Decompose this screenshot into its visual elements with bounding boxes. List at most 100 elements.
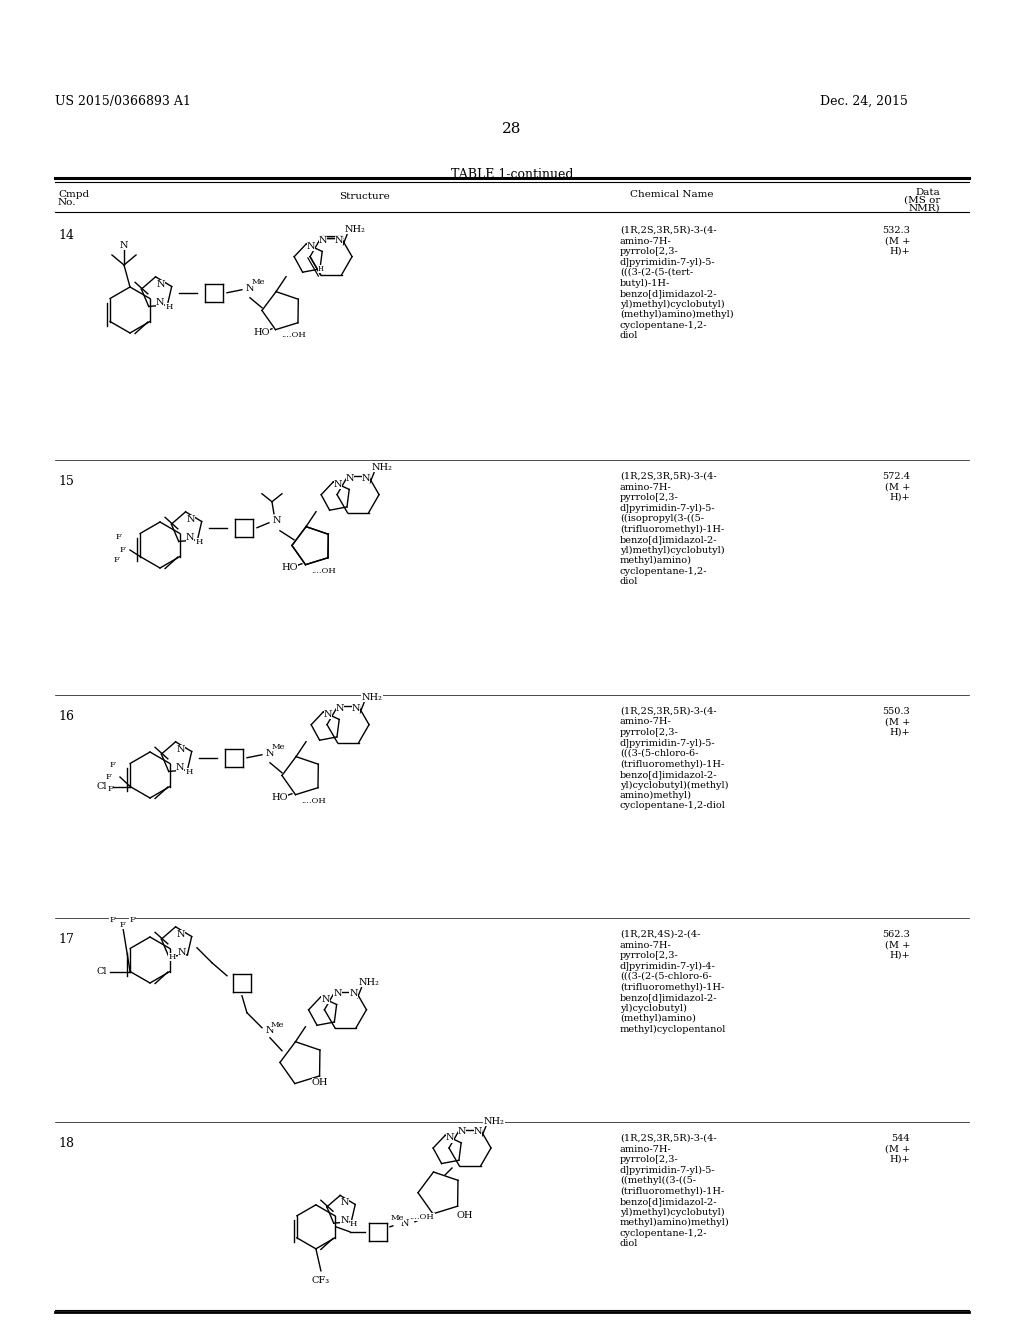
Text: NH₂: NH₂ <box>372 463 392 473</box>
Text: No.: No. <box>58 198 77 207</box>
Text: benzo[d]imidazol-2-: benzo[d]imidazol-2- <box>620 993 718 1002</box>
Text: diol: diol <box>620 331 638 341</box>
Text: ((isopropyl(3-((5-: ((isopropyl(3-((5- <box>620 513 705 523</box>
Text: 550.3: 550.3 <box>883 708 910 715</box>
Text: yl)methyl)cyclobutyl): yl)methyl)cyclobutyl) <box>620 1208 725 1217</box>
Text: NH₂: NH₂ <box>361 693 383 702</box>
Text: (M +: (M + <box>885 1144 910 1154</box>
Text: F: F <box>110 762 115 770</box>
Text: F: F <box>105 774 111 781</box>
Text: amino-7H-: amino-7H- <box>620 718 672 726</box>
Text: US 2015/0366893 A1: US 2015/0366893 A1 <box>55 95 190 108</box>
Text: benzo[d]imidazol-2-: benzo[d]imidazol-2- <box>620 535 718 544</box>
Text: OH: OH <box>311 1078 329 1088</box>
Text: N: N <box>322 995 330 1005</box>
Text: amino-7H-: amino-7H- <box>620 940 672 949</box>
Text: (trifluoromethyl)-1H-: (trifluoromethyl)-1H- <box>620 982 724 991</box>
Text: N: N <box>177 931 185 940</box>
Text: N: N <box>318 236 328 246</box>
Text: 18: 18 <box>58 1137 74 1150</box>
Text: amino-7H-: amino-7H- <box>620 236 672 246</box>
Text: (trifluoromethyl)-1H-: (trifluoromethyl)-1H- <box>620 524 724 533</box>
Text: N: N <box>120 240 128 249</box>
Text: NH₂: NH₂ <box>483 1117 505 1126</box>
Text: 562.3: 562.3 <box>882 931 910 939</box>
Text: amino-7H-: amino-7H- <box>620 483 672 491</box>
Text: (M +: (M + <box>885 483 910 491</box>
Text: cyclopentane-1,2-: cyclopentane-1,2- <box>620 321 708 330</box>
Text: pyrrolo[2,3-: pyrrolo[2,3- <box>620 492 679 502</box>
Text: Data: Data <box>915 187 940 197</box>
Text: diol: diol <box>620 577 638 586</box>
Text: F: F <box>113 556 119 564</box>
Text: yl)methyl)cyclobutyl): yl)methyl)cyclobutyl) <box>620 545 725 554</box>
Text: yl)cyclobutyl): yl)cyclobutyl) <box>620 1003 687 1012</box>
Text: pyrrolo[2,3-: pyrrolo[2,3- <box>620 1155 679 1164</box>
Text: Cmpd: Cmpd <box>58 190 89 199</box>
Text: N: N <box>335 236 343 246</box>
Text: N: N <box>265 1026 274 1035</box>
Text: methyl)amino)methyl): methyl)amino)methyl) <box>620 1218 730 1228</box>
Text: H: H <box>185 768 193 776</box>
Text: (M +: (M + <box>885 718 910 726</box>
Text: d]pyrimidin-7-yl)-5-: d]pyrimidin-7-yl)-5- <box>620 257 716 267</box>
Text: F: F <box>108 785 113 793</box>
Text: N: N <box>340 1216 349 1225</box>
Text: N: N <box>334 480 342 490</box>
Text: butyl)-1H-: butyl)-1H- <box>620 279 671 288</box>
Text: ....OH: ....OH <box>282 331 306 339</box>
Text: Chemical Name: Chemical Name <box>630 190 714 199</box>
Text: methyl)cyclopentanol: methyl)cyclopentanol <box>620 1024 726 1034</box>
Text: amino)methyl): amino)methyl) <box>620 791 692 800</box>
Text: H: H <box>318 264 324 273</box>
Text: N: N <box>246 284 254 293</box>
Text: cyclopentane-1,2-diol: cyclopentane-1,2-diol <box>620 801 726 810</box>
Text: (1R,2S,3R,5R)-3-(4-: (1R,2S,3R,5R)-3-(4- <box>620 708 717 715</box>
Text: F: F <box>110 916 115 924</box>
Text: d]pyrimidin-7-yl)-4-: d]pyrimidin-7-yl)-4- <box>620 961 716 970</box>
Text: ((methyl((3-((5-: ((methyl((3-((5- <box>620 1176 696 1185</box>
Text: N: N <box>176 763 184 772</box>
Text: HO: HO <box>282 564 298 573</box>
Text: CF₃: CF₃ <box>312 1276 330 1286</box>
Text: 16: 16 <box>58 710 74 723</box>
Text: (((3-(2-(5-chloro-6-: (((3-(2-(5-chloro-6- <box>620 972 712 981</box>
Text: (methyl)amino): (methyl)amino) <box>620 1014 696 1023</box>
Text: yl)methyl)cyclobutyl): yl)methyl)cyclobutyl) <box>620 300 725 309</box>
Text: methyl)amino): methyl)amino) <box>620 556 692 565</box>
Text: amino-7H-: amino-7H- <box>620 1144 672 1154</box>
Text: F: F <box>119 546 125 554</box>
Text: H)+: H)+ <box>889 1155 910 1164</box>
Text: pyrrolo[2,3-: pyrrolo[2,3- <box>620 729 679 737</box>
Text: cyclopentane-1,2-: cyclopentane-1,2- <box>620 1229 708 1238</box>
Text: d]pyrimidin-7-yl)-5-: d]pyrimidin-7-yl)-5- <box>620 503 716 512</box>
Text: N: N <box>307 242 315 251</box>
Text: 15: 15 <box>58 475 74 488</box>
Text: HO: HO <box>271 793 288 803</box>
Text: N: N <box>157 280 165 289</box>
Text: (trifluoromethyl)-1H-: (trifluoromethyl)-1H- <box>620 1187 724 1196</box>
Text: N: N <box>346 474 354 483</box>
Text: (1R,2S,3R,5R)-3-(4-: (1R,2S,3R,5R)-3-(4- <box>620 1134 717 1143</box>
Text: N: N <box>474 1127 482 1137</box>
Text: d]pyrimidin-7-yl)-5-: d]pyrimidin-7-yl)-5- <box>620 1166 716 1175</box>
Text: 532.3: 532.3 <box>882 226 910 235</box>
Text: N: N <box>324 710 333 719</box>
Text: N: N <box>352 704 360 713</box>
Text: Cl: Cl <box>97 968 108 975</box>
Text: NH₂: NH₂ <box>345 226 366 234</box>
Text: (MS or: (MS or <box>903 195 940 205</box>
Text: N: N <box>445 1134 455 1143</box>
Text: N: N <box>156 298 164 308</box>
Text: NH₂: NH₂ <box>359 978 380 987</box>
Text: 544: 544 <box>891 1134 910 1143</box>
Text: H)+: H)+ <box>889 950 910 960</box>
Text: Me: Me <box>251 277 265 285</box>
Text: F: F <box>129 916 135 924</box>
Text: N: N <box>340 1197 349 1206</box>
Text: Me: Me <box>390 1214 403 1222</box>
Text: diol: diol <box>620 1239 638 1247</box>
Text: N: N <box>186 515 196 524</box>
Text: pyrrolo[2,3-: pyrrolo[2,3- <box>620 950 679 960</box>
Text: Dec. 24, 2015: Dec. 24, 2015 <box>820 95 908 108</box>
